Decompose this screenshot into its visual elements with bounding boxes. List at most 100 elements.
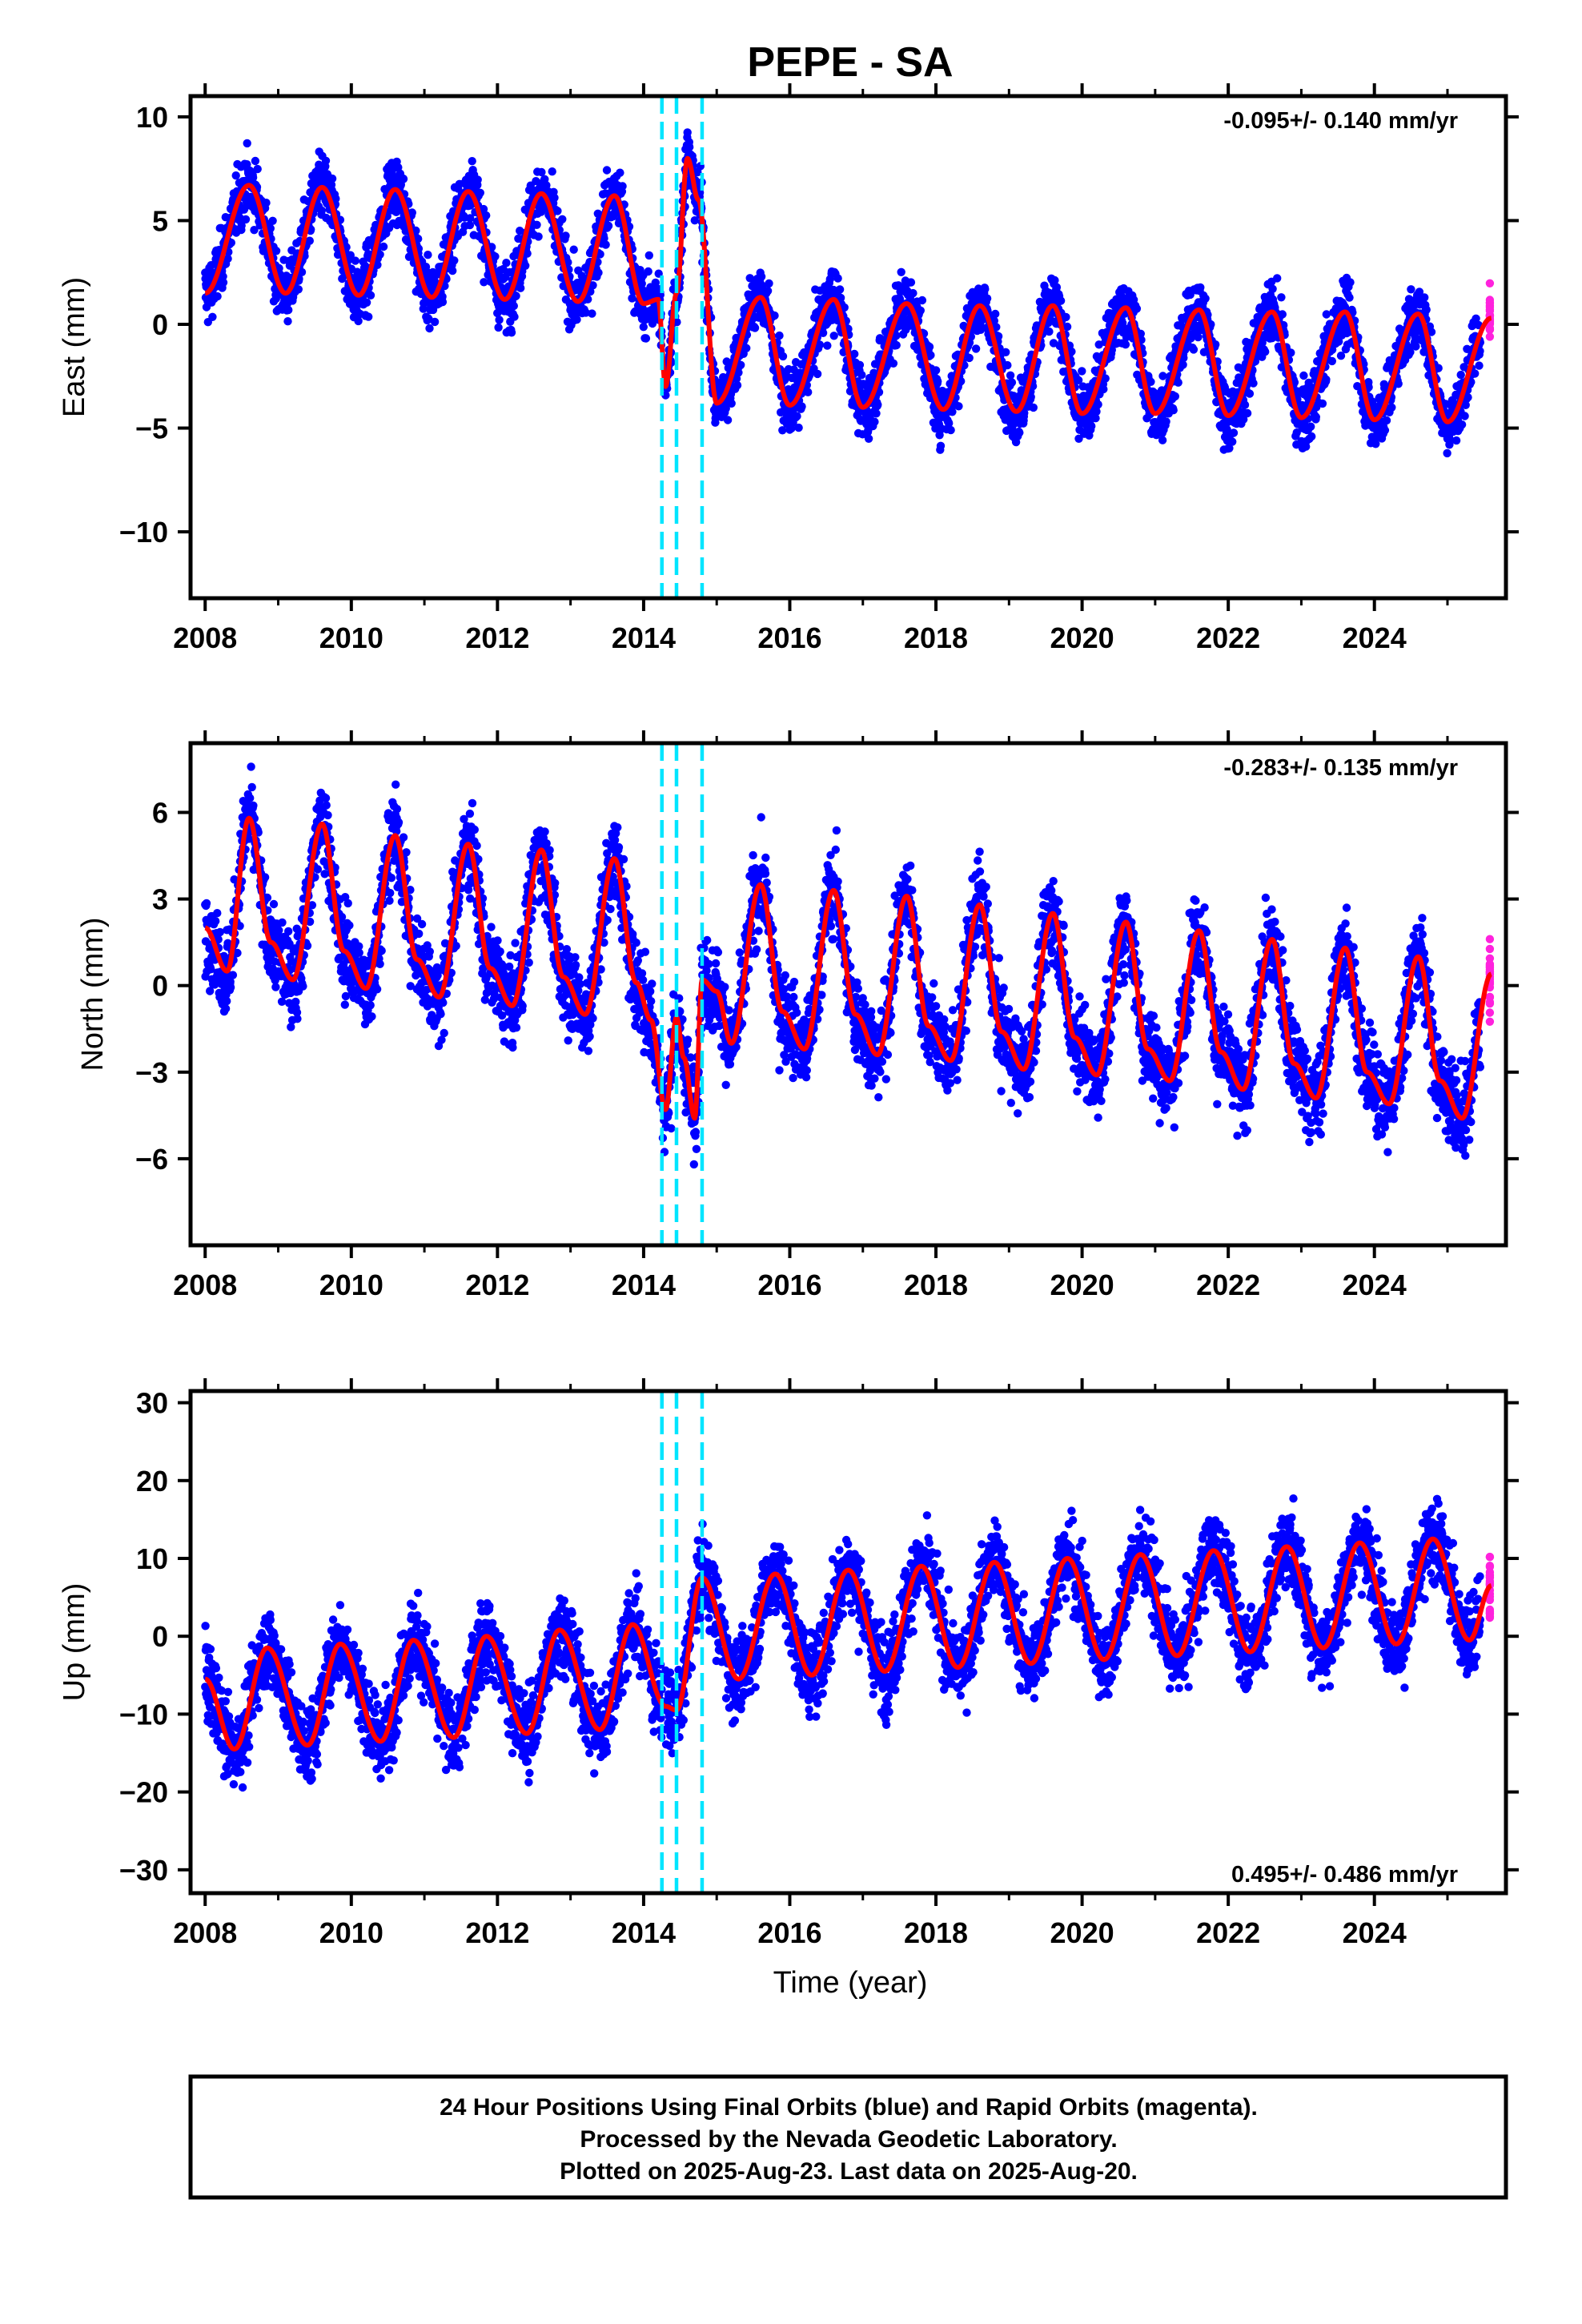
data-point: [569, 245, 578, 254]
data-point: [1121, 340, 1130, 349]
data-point: [450, 256, 459, 265]
data-point: [277, 997, 287, 1007]
data-point: [532, 220, 541, 229]
data-point: [1322, 375, 1331, 384]
data-point: [889, 359, 898, 368]
data-point: [412, 226, 420, 235]
data-point: [1006, 371, 1015, 380]
data-point: [1249, 379, 1258, 388]
data-point: [476, 188, 484, 197]
data-point: [641, 334, 651, 343]
data-point: [637, 279, 646, 288]
data-point: [521, 261, 530, 270]
data-point: [408, 208, 416, 217]
data-point: [857, 371, 866, 380]
data-point: [1158, 436, 1167, 444]
data-point: [253, 164, 262, 174]
data-point: [1278, 310, 1287, 319]
data-point: [1261, 348, 1270, 356]
data-point: [1318, 399, 1327, 408]
data-point: [897, 267, 905, 276]
data-point: [299, 982, 307, 991]
data-point: [448, 266, 457, 275]
data-point: [366, 291, 375, 300]
data-point: [558, 215, 567, 223]
data-point: [479, 204, 488, 214]
data-point: [271, 247, 281, 255]
data-point: [1456, 370, 1465, 380]
data-point: [1420, 293, 1429, 302]
data-point: [373, 260, 382, 269]
data-point: [594, 268, 603, 277]
data-point: [1452, 436, 1461, 445]
data-point: [219, 278, 228, 287]
data-point: [532, 177, 540, 186]
data-point: [1387, 403, 1396, 412]
data-point: [1299, 371, 1308, 380]
x-tick-label: 2024: [1343, 621, 1407, 654]
data-point: [794, 423, 803, 432]
data-point: [262, 199, 271, 207]
data-point: [466, 214, 475, 223]
data-point: [1380, 426, 1390, 435]
data-point: [1201, 294, 1210, 303]
data-point: [765, 279, 773, 288]
data-point: [354, 316, 363, 326]
data-point: [1132, 304, 1142, 313]
data-point: [1475, 361, 1484, 370]
data-point: [561, 231, 570, 240]
data-point: [1002, 348, 1010, 356]
data-point: [965, 353, 974, 363]
data-point: [1277, 293, 1286, 302]
data-point: [542, 181, 551, 190]
data-point: [1327, 356, 1337, 366]
final-orbit-points-north: [201, 762, 1485, 1169]
data-point: [1443, 448, 1452, 458]
data-point: [1007, 378, 1017, 387]
data-point: [297, 267, 307, 276]
data-point: [424, 251, 432, 259]
data-point: [1056, 296, 1066, 305]
data-point: [294, 285, 303, 294]
data-point: [430, 317, 440, 327]
data-point: [1229, 428, 1239, 437]
data-point: [588, 281, 597, 290]
data-point: [778, 352, 788, 361]
plot-area-north: [201, 743, 1495, 1245]
data-point: [1170, 392, 1180, 401]
data-point: [644, 267, 652, 276]
data-point: [909, 288, 917, 298]
data-point: [1407, 285, 1415, 294]
data-point: [572, 315, 581, 324]
data-point: [628, 294, 636, 303]
data-point: [1162, 417, 1170, 426]
rate-label-east: -0.095+/- 0.140 mm/yr: [1223, 108, 1458, 134]
data-point: [269, 899, 279, 909]
x-tick-label: 2014: [612, 621, 676, 654]
data-point: [601, 240, 610, 249]
data-point: [763, 287, 773, 296]
data-point: [873, 400, 882, 409]
data-point: [1169, 406, 1178, 415]
data-point: [742, 344, 751, 352]
x-tick-label: 2016: [757, 621, 821, 654]
data-point: [1062, 312, 1070, 322]
y-tick-label: 10: [136, 101, 168, 134]
data-point: [1196, 283, 1205, 292]
data-point: [331, 194, 340, 203]
data-point: [934, 377, 942, 386]
data-point: [512, 292, 520, 300]
data-point: [775, 331, 784, 340]
data-point: [1411, 342, 1420, 351]
data-point: [213, 909, 222, 918]
data-point: [364, 312, 373, 321]
final-orbit-points-east: [201, 128, 1485, 458]
data-point: [793, 412, 801, 420]
data-point: [1382, 416, 1391, 425]
x-tick-label: 2022: [1196, 621, 1260, 654]
data-point: [1485, 307, 1495, 316]
data-point: [618, 182, 627, 191]
data-point: [438, 297, 448, 307]
data-point: [946, 425, 955, 435]
y-tick-label: 5: [152, 204, 168, 237]
